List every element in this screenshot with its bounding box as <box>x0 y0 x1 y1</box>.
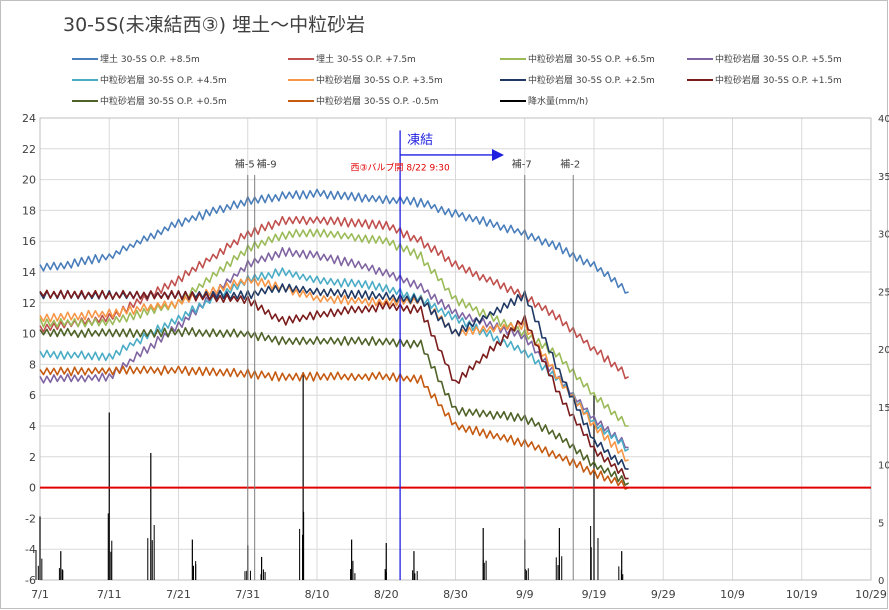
legend-label: 埋土 30-5S O.P. +7.5m <box>316 53 416 65</box>
legend-label: 中粒砂岩層 30-5S O.P. +2.5m <box>528 74 655 86</box>
legend-label: 中粒砂岩層 30-5S O.P. +0.5m <box>100 95 227 107</box>
series-line <box>39 228 629 427</box>
y-tick-label: 2 <box>29 451 36 464</box>
series-line <box>39 267 629 452</box>
y-tick-label: 20 <box>22 174 36 187</box>
chart-title: 30-5S(未凍結西③) 埋土～中粒砂岩 <box>63 14 366 36</box>
x-tick-label: 10/29 <box>855 588 887 601</box>
series-line <box>39 215 629 380</box>
y-tick-label: 6 <box>29 389 36 402</box>
x-tick-label: 7/1 <box>31 588 49 601</box>
y-tick-label: -2 <box>25 512 36 525</box>
legend-label: 中粒砂岩層 30-5S O.P. +4.5m <box>100 74 227 86</box>
legend-label: 中粒砂岩層 30-5S O.P. +6.5m <box>528 53 655 65</box>
series-line <box>39 289 629 480</box>
y-tick-label: 14 <box>22 266 36 279</box>
freeze-arrow-head <box>491 148 504 161</box>
series-line <box>39 326 630 486</box>
series-line <box>39 247 629 449</box>
reference-label: 補-7 <box>512 157 532 170</box>
y-tick-label: 10 <box>22 328 36 341</box>
legend-label: 中粒砂岩層 30-5S O.P. +3.5m <box>316 74 443 86</box>
y-tick-label: 22 <box>22 143 36 156</box>
y2-tick-label: 25 <box>878 287 889 298</box>
y2-tick-label: 20 <box>878 345 889 356</box>
freeze-label: 凍結 <box>407 132 433 148</box>
x-tick-label: 9/29 <box>651 588 676 601</box>
y2-tick-label: 30 <box>878 230 889 241</box>
x-tick-label: 10/9 <box>720 588 745 601</box>
y2-tick-label: 10 <box>878 461 889 472</box>
reference-label: 補-9 <box>257 157 277 170</box>
reference-label: 補-5 <box>235 157 255 170</box>
y-tick-label: 8 <box>29 358 36 371</box>
y2-tick-label: 40 <box>878 114 889 125</box>
series-line <box>39 276 629 462</box>
x-tick-label: 7/21 <box>166 588 191 601</box>
y-tick-label: -6 <box>25 574 36 587</box>
y-tick-label: 12 <box>22 297 36 310</box>
y2-tick-label: 0 <box>878 576 884 587</box>
x-tick-label: 8/30 <box>443 588 468 601</box>
legend-label: 中粒砂岩層 30-5S O.P. +1.5m <box>715 74 842 86</box>
series-line <box>39 365 629 490</box>
y2-tick-label: 5 <box>878 518 884 529</box>
y-tick-label: -4 <box>25 543 36 556</box>
x-tick-label: 8/20 <box>374 588 399 601</box>
y-tick-label: 4 <box>29 420 36 433</box>
reference-label: 補-2 <box>560 157 580 170</box>
y2-tick-label: 15 <box>878 403 889 414</box>
legend-label: 中粒砂岩層 30-5S O.P. +5.5m <box>715 53 842 65</box>
y-tick-label: 16 <box>22 235 36 248</box>
valve-note: 西③バルブ開 8/22 9:30 <box>350 161 449 173</box>
x-tick-label: 7/31 <box>235 588 260 601</box>
x-tick-label: 7/11 <box>97 588 122 601</box>
x-tick-label: 9/19 <box>582 588 607 601</box>
y2-tick-label: 35 <box>878 172 889 183</box>
series-line <box>39 188 629 294</box>
x-tick-label: 9/9 <box>516 588 534 601</box>
x-tick-label: 8/10 <box>305 588 330 601</box>
legend-label: 中粒砂岩層 30-5S O.P. -0.5m <box>316 95 439 107</box>
plot-area <box>39 117 872 581</box>
x-tick-label: 10/19 <box>786 588 818 601</box>
y-tick-label: 18 <box>22 204 36 217</box>
legend-label: 降水量(mm/h) <box>528 95 588 107</box>
legend-label: 埋土 30-5S O.P. +8.5m <box>100 53 200 65</box>
y-tick-label: 24 <box>22 112 36 125</box>
y-tick-label: 0 <box>29 482 36 495</box>
